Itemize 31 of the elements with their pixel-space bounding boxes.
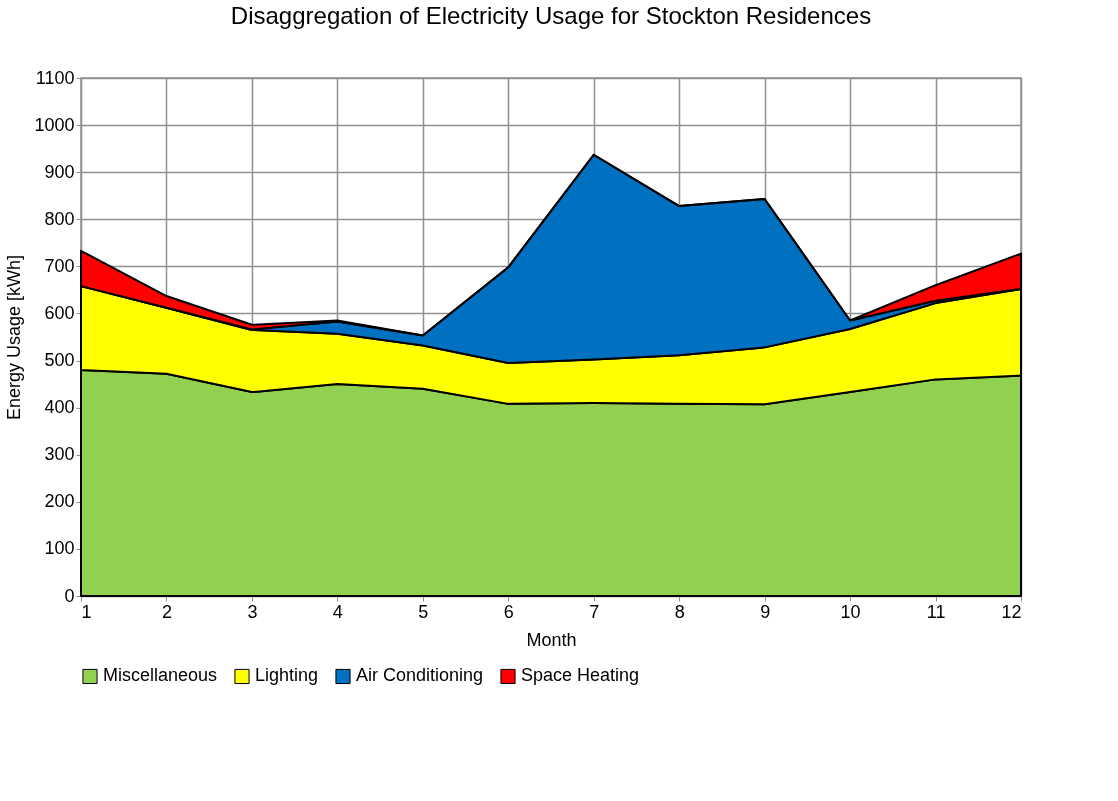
legend-label: Lighting	[255, 665, 319, 686]
x-tick-label: 1	[81, 601, 92, 622]
y-tick-label: 400	[44, 397, 75, 418]
y-tick-label: 0	[64, 585, 75, 606]
chart-title: Disaggregation of Electricity Usage for Stockton Residences	[230, 2, 872, 29]
legend-label: Air Conditioning	[356, 665, 484, 686]
x-tick-label: 7	[589, 601, 600, 622]
x-tick-label: 12	[1001, 601, 1022, 622]
x-tick-label: 11	[926, 601, 946, 622]
x-tick-label: 6	[503, 601, 514, 622]
y-axis-title: Energy Usage [kWh]	[4, 254, 25, 421]
y-tick-label: 600	[44, 302, 75, 323]
y-tick-label: 700	[44, 255, 75, 276]
x-axis-title: Month	[526, 629, 577, 650]
x-tick-label: 10	[840, 601, 861, 622]
legend-label: Space Heating	[521, 665, 640, 686]
legend-label: Miscellaneous	[103, 665, 218, 686]
y-tick-label: 500	[44, 350, 75, 371]
x-tick-label: 4	[332, 601, 343, 622]
x-tick-label: 5	[418, 601, 429, 622]
y-tick-label: 800	[44, 208, 75, 229]
x-tick-label: 3	[247, 601, 258, 622]
x-tick-label: 8	[674, 601, 685, 622]
y-tick-label: 300	[44, 444, 75, 465]
y-tick-label: 1000	[34, 114, 75, 135]
y-tick-label: 100	[44, 538, 75, 559]
y-tick-label: 1100	[35, 67, 75, 88]
x-tick-label: 9	[760, 601, 771, 622]
y-tick-label: 200	[44, 491, 75, 512]
y-tick-label: 900	[44, 161, 75, 182]
x-tick-label: 2	[161, 601, 172, 622]
